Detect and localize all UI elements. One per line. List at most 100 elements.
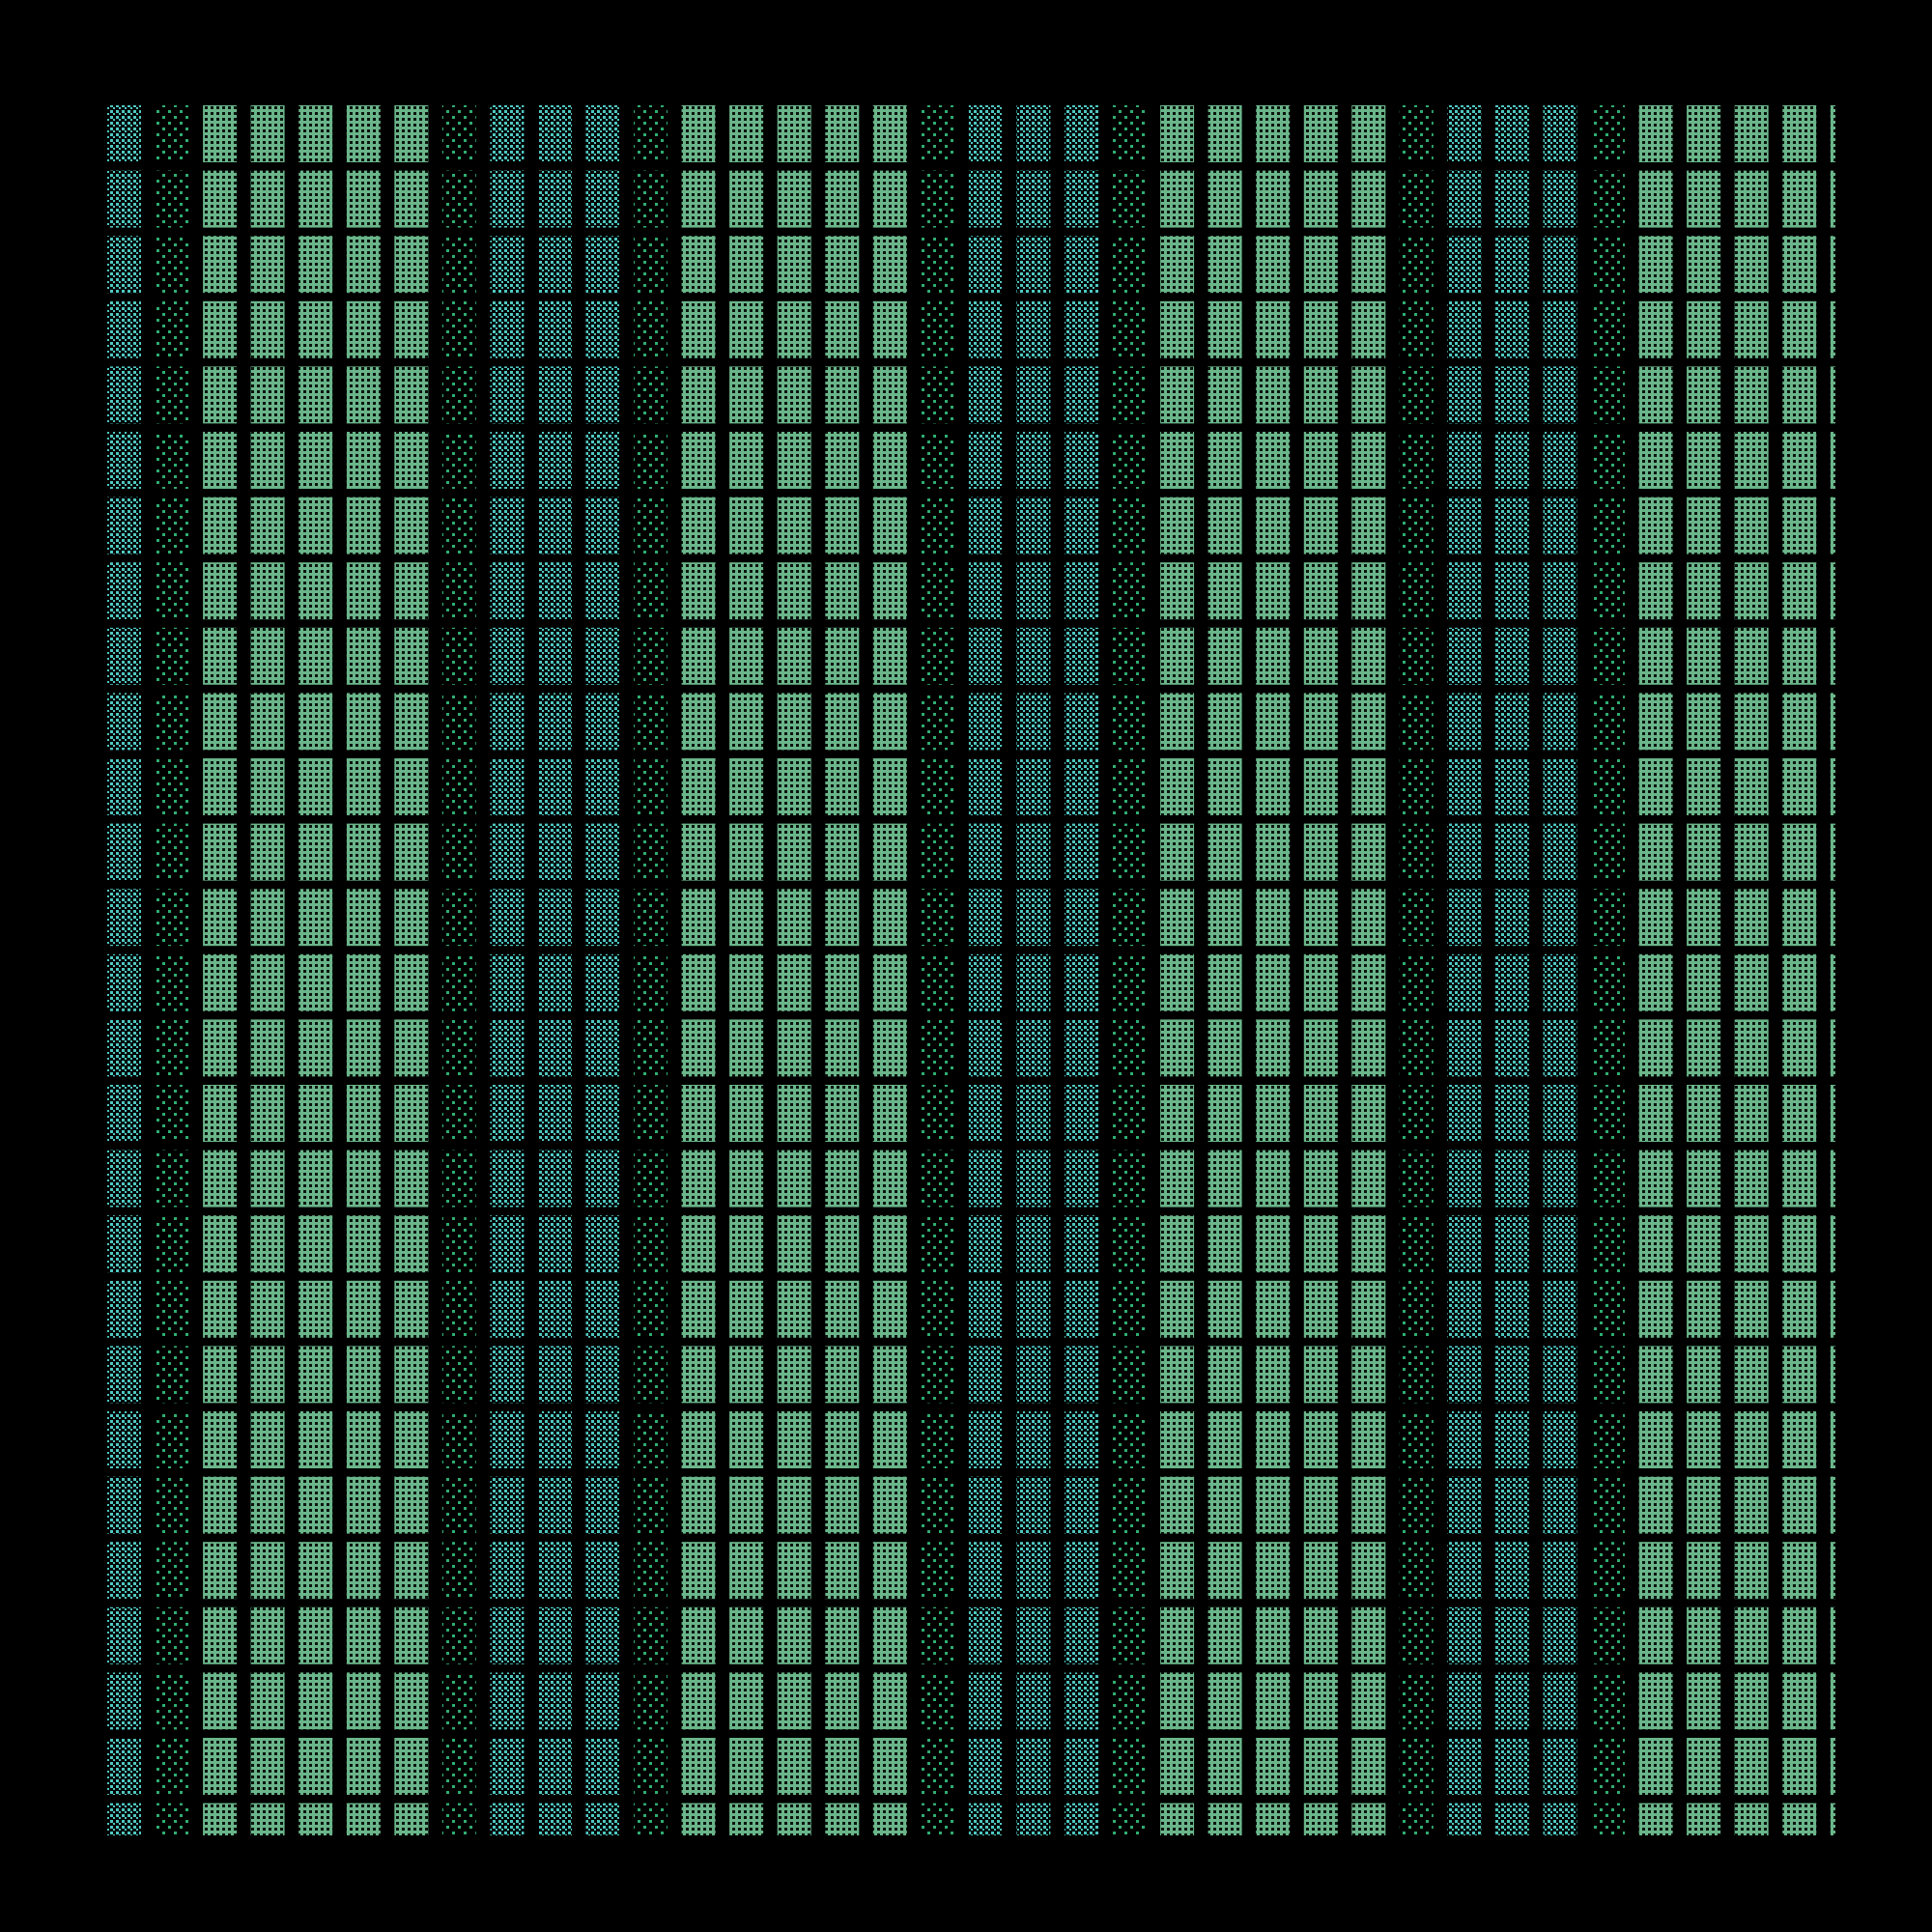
grid-cell-bright (394, 1280, 429, 1338)
grid-cell-bright (872, 1411, 907, 1468)
grid-cell-teal (490, 953, 525, 1011)
grid-cell-teal (1447, 105, 1482, 162)
grid-cell-teal (1494, 889, 1529, 947)
grid-cell-teal (1065, 1019, 1098, 1077)
grid-cell-bright (777, 1542, 811, 1600)
grid-cell-bright (1734, 1738, 1769, 1795)
grid-cell-sparse (921, 1672, 955, 1730)
grid-cell-teal (1494, 1411, 1529, 1468)
grid-cell-teal (585, 1019, 620, 1077)
grid-cell-teal (1447, 562, 1482, 620)
grid-cell-sparse (1399, 300, 1434, 358)
grid-cell-bright (1638, 1542, 1673, 1600)
grid-cell-sparse (155, 627, 189, 685)
grid-cell-teal (1016, 105, 1051, 162)
grid-cell-teal (538, 105, 572, 162)
grid-cell-bright (203, 1280, 238, 1338)
grid-cell-bright (1734, 1215, 1769, 1273)
grid-cell-bright (729, 432, 764, 489)
grid-cell-bright (1687, 627, 1721, 685)
grid-cell-teal (1543, 1738, 1577, 1795)
grid-cell-bright (681, 1150, 716, 1208)
grid-cell-bright (729, 758, 764, 815)
grid-cell-sparse (1399, 1215, 1434, 1273)
grid-cell-teal (585, 366, 620, 424)
grid-cell-teal (538, 1215, 572, 1273)
grid-cell-teal (1543, 432, 1577, 489)
grid-cell-bright (1782, 236, 1817, 294)
grid-cell-bright (203, 758, 238, 815)
grid-cell-teal (490, 1346, 525, 1404)
grid-cell-bright (1734, 1606, 1769, 1664)
grid-cell-bright (1782, 432, 1817, 489)
grid-cell-bright (872, 1215, 907, 1273)
grid-cell-bright (298, 105, 333, 162)
grid-cell-bright (1208, 1411, 1242, 1468)
grid-cell-bright (1208, 1803, 1242, 1835)
grid-cell-bright (250, 562, 285, 620)
grid-cell-sparse (1112, 105, 1147, 162)
grid-cell-bright (250, 1542, 285, 1600)
grid-cell-teal (1494, 1606, 1529, 1664)
grid-cell-bright (1208, 432, 1242, 489)
grid-cell-teal (538, 1672, 572, 1730)
grid-cell-bright (1687, 1542, 1721, 1600)
grid-cell-bright (250, 170, 285, 228)
grid-cell-teal (585, 562, 620, 620)
grid-cell-sparse (441, 1606, 476, 1664)
grid-cell-teal (1447, 1085, 1482, 1142)
grid-cell-bright (203, 1019, 238, 1077)
grid-cell-teal (968, 1542, 1003, 1600)
grid-cell-sparse (1399, 1672, 1434, 1730)
grid-cell-bright (203, 1672, 238, 1730)
grid-cell-sparse (921, 627, 955, 685)
grid-cell-teal (490, 1150, 525, 1208)
grid-cell-teal (538, 823, 572, 881)
grid-cell-bright (825, 1215, 860, 1273)
grid-cell-bright (250, 105, 285, 162)
grid-cell-sparse (1112, 693, 1147, 751)
grid-cell-bright (1687, 1476, 1721, 1534)
grid-cell-bright (1734, 432, 1769, 489)
grid-cell-sparse (441, 105, 476, 162)
grid-cell-bright (1830, 693, 1835, 751)
grid-cell-bright (1687, 823, 1721, 881)
grid-cell-bright (1351, 366, 1386, 424)
grid-cell-teal (490, 823, 525, 881)
grid-cell-bright (777, 953, 811, 1011)
grid-cell-sparse (155, 758, 189, 815)
grid-cell-bright (1160, 1085, 1195, 1142)
grid-cell-bright (1782, 562, 1817, 620)
grid-cell-bright (1687, 497, 1721, 554)
grid-cell-teal (1065, 1606, 1098, 1664)
grid-cell-bright (1160, 889, 1195, 947)
grid-cell-bright (872, 366, 907, 424)
grid-cell-teal (1543, 823, 1577, 881)
grid-cell-teal (538, 1606, 572, 1664)
grid-cell-teal (1543, 170, 1577, 228)
grid-cell-sparse (155, 1672, 189, 1730)
grid-cell-teal (1494, 758, 1529, 815)
grid-cell-sparse (1399, 432, 1434, 489)
grid-cell-sparse (155, 1606, 189, 1664)
grid-cell-teal (538, 1803, 572, 1835)
grid-cell-teal (1447, 889, 1482, 947)
grid-cell-teal (968, 1150, 1003, 1208)
grid-cell-bright (729, 1803, 764, 1835)
grid-cell-bright (203, 889, 238, 947)
grid-cell-teal (1065, 823, 1098, 881)
grid-cell-bright (1687, 1346, 1721, 1404)
grid-cell-bright (346, 1019, 381, 1077)
grid-cell-bright (1638, 1803, 1673, 1835)
grid-cell-teal (1065, 1280, 1098, 1338)
grid-cell-teal (490, 105, 525, 162)
grid-cell-teal (538, 889, 572, 947)
grid-cell-bright (1208, 562, 1242, 620)
grid-cell-teal (490, 432, 525, 489)
grid-cell-bright (1303, 889, 1338, 947)
grid-cell-sparse (634, 758, 668, 815)
grid-cell-sparse (155, 823, 189, 881)
grid-cell-sparse (1112, 366, 1147, 424)
grid-cell-bright (825, 1803, 860, 1835)
grid-cell-bright (1638, 1280, 1673, 1338)
